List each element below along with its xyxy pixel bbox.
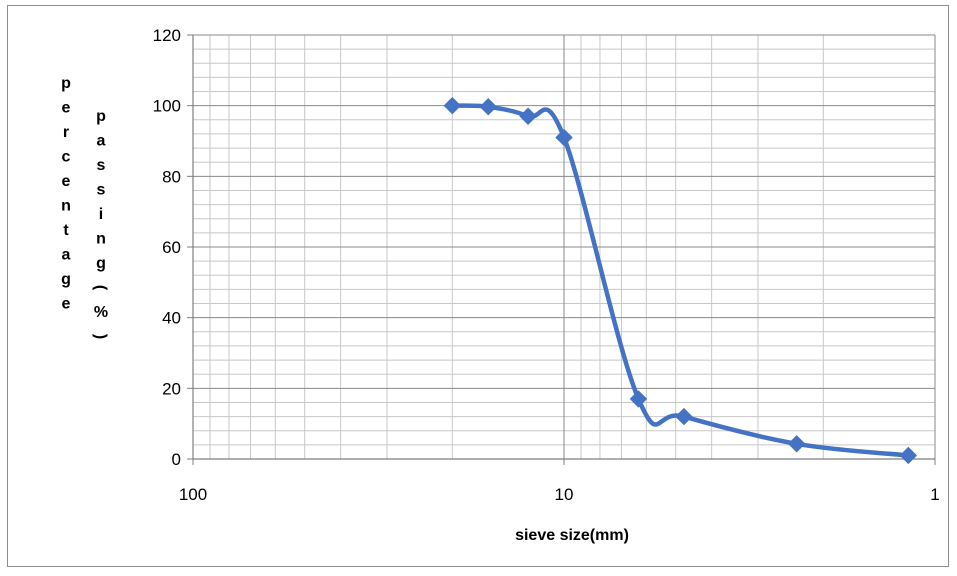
y-axis-title-letter: e [62,173,71,190]
y-axis-title-letter: i [99,206,103,223]
y-axis-title-letter: a [62,247,71,264]
data-point [555,128,573,147]
y-tick-label: 60 [162,238,181,257]
y-axis-title-letter: g [96,255,106,272]
y-axis-title-letter: s [97,182,106,199]
data-point [629,390,648,408]
y-tick-label: 0 [172,450,181,469]
axes [187,34,936,465]
y-axis-title-letter: r [63,124,69,141]
series [443,96,918,465]
y-axis-title-letter: a [97,133,106,150]
data-point [519,107,537,125]
y-axis-title-letter: p [61,75,71,92]
y-axis-title-letter: c [62,149,71,166]
y-tick-label: 80 [162,167,181,186]
data-point [787,435,806,453]
y-axis-title-letter: ) [92,334,109,339]
y-axis-title-letter: n [61,198,71,215]
chart-frame [7,5,949,567]
y-tick-labels: 0 20 40 60 80 100 120 [153,26,181,469]
y-axis-title-letter: t [63,222,69,239]
y-tick-label: 120 [153,26,181,45]
y-tick-label: 40 [162,309,181,328]
y-axis-title-letter: s [97,157,106,174]
x-tick-label: 10 [555,485,574,504]
data-point [443,96,462,115]
data-point [899,446,918,465]
y-axis-title-letter: ( [92,285,109,291]
y-tick-label: 100 [153,97,181,116]
x-tick-labels: 100 10 1 [179,485,940,504]
x-tick-label: 1 [930,485,939,504]
data-point [675,407,693,426]
y-axis-title-letter: p [96,108,106,125]
y-axis-title-letter: g [61,271,71,288]
y-tick-label: 20 [162,379,181,398]
x-tick-label: 100 [179,485,207,504]
y-axis-title-letter: n [96,231,106,248]
series-line [450,103,911,458]
y-axis-title-letter: e [62,296,71,313]
y-axis-title-letter: % [94,304,108,321]
data-point [479,98,497,116]
x-axis-title: sieve size(mm) [515,527,629,544]
y-axis-title-letter: e [62,100,71,117]
